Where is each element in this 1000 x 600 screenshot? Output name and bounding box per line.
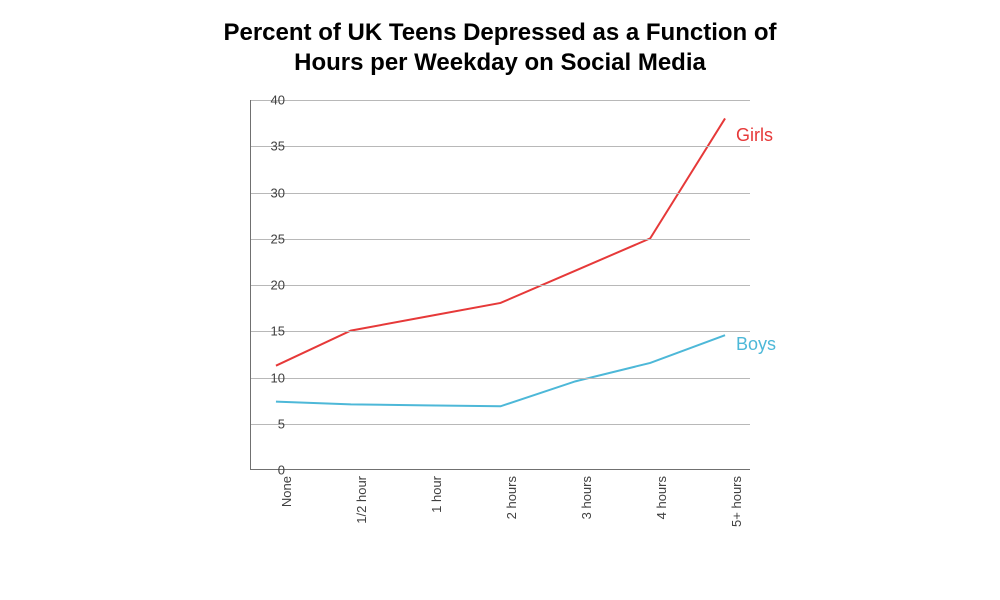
x-tick-label: 4 hours (654, 476, 669, 519)
y-tick-label: 10 (255, 370, 285, 385)
title-line: Percent of UK Teens Depressed as a Funct… (223, 19, 776, 46)
series-label-girls: Girls (736, 125, 773, 146)
x-axis-labels: None 1/2 hour 1 hour 2 hours 3 hours 4 hours 5… (250, 476, 750, 556)
y-tick-label: 35 (255, 139, 285, 154)
y-tick-label: 0 (255, 463, 285, 478)
plot-area: Girls Boys (250, 100, 750, 470)
x-tick-label: 5+ hours (729, 476, 744, 527)
series-line-girls (276, 118, 725, 365)
series-line-boys (276, 335, 725, 406)
x-tick-label: None (279, 476, 294, 507)
x-tick-label: 1 hour (429, 476, 444, 513)
gridline (251, 146, 750, 147)
x-tick-label: 3 hours (579, 476, 594, 519)
y-tick-label: 30 (255, 185, 285, 200)
y-tick-label: 25 (255, 231, 285, 246)
gridline (251, 193, 750, 194)
y-tick-label: 15 (255, 324, 285, 339)
y-tick-label: 20 (255, 278, 285, 293)
gridline (251, 331, 750, 332)
gridline (251, 239, 750, 240)
title-line: Hours per Weekday on Social Media (294, 49, 706, 76)
chart-container: Girls Boys None 1/2 hour 1 hour 2 hours 3 ho… (210, 90, 790, 530)
gridline (251, 100, 750, 101)
y-tick-label: 5 (255, 416, 285, 431)
gridline (251, 378, 750, 379)
x-tick-label: 2 hours (504, 476, 519, 519)
chart-title: Percent of UK Teens Depressed as a Funct… (0, 0, 1000, 78)
y-tick-label: 40 (255, 93, 285, 108)
series-label-boys: Boys (736, 334, 776, 355)
x-tick-label: 1/2 hour (354, 476, 369, 524)
gridline (251, 285, 750, 286)
gridline (251, 424, 750, 425)
